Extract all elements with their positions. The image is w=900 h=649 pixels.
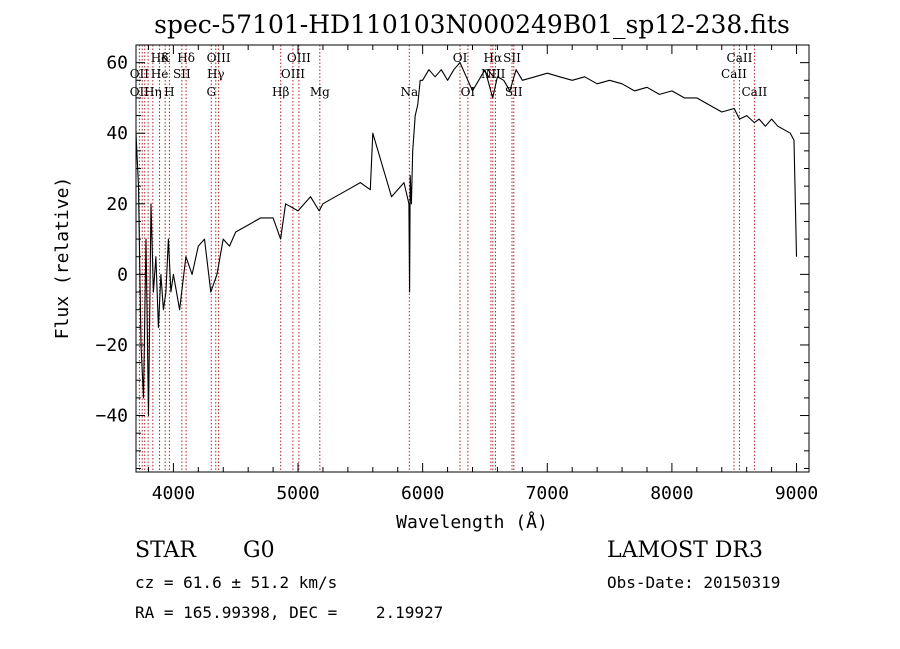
spectral-line-label: OII <box>130 85 150 99</box>
y-tick-label: 60 <box>106 53 128 74</box>
spectral-line-label: Hη <box>144 85 162 99</box>
spectral-line-label: Mg <box>310 85 330 99</box>
y-tick-label: 40 <box>106 123 128 144</box>
x-tick-label: 5000 <box>276 483 319 504</box>
spectral-line-label: Na <box>400 85 418 99</box>
y-tick-label: −40 <box>95 406 128 427</box>
spectral-line-label: OIII <box>281 67 305 81</box>
subclass: G0 <box>243 538 275 563</box>
x-tick-label: 9000 <box>775 483 818 504</box>
spectral-line-label: OIII <box>287 51 311 65</box>
spectral-line-label: CaII <box>727 51 753 65</box>
axis-ticks: 4000 5000 6000 7000 8000 9000 −40 −20 0 20 40 60 <box>95 44 818 504</box>
spectrum-line <box>135 62 798 417</box>
spectral-line-label: SII <box>505 85 523 99</box>
spectral-line-label: Hγ <box>207 67 225 81</box>
spectral-line-label: NII <box>485 67 505 81</box>
spectral-line-label: He <box>151 67 169 81</box>
y-axis-label: Flux (relative) <box>52 177 73 340</box>
y-tick-label: −20 <box>95 335 128 356</box>
y-tick-label: 20 <box>106 194 128 215</box>
spectral-line-label: Hβ <box>272 85 289 99</box>
obs-date: Obs-Date: 20150319 <box>607 573 781 592</box>
spectral-line-label: K <box>161 51 171 65</box>
spectral-line-label: Hδ <box>177 51 195 65</box>
spectral-line-label: OII <box>130 67 150 81</box>
spectral-line-label: OI <box>453 51 468 65</box>
coordinates: RA = 165.99398, DEC = 2.19927 <box>135 603 444 622</box>
redshift-velocity: cz = 61.6 ± 51.2 km/s <box>135 573 338 592</box>
spectral-line-label: SII <box>173 67 191 81</box>
spectral-line-label: NII <box>481 67 501 81</box>
y-tick-label: 0 <box>117 264 128 285</box>
x-axis-label: Wavelength (Å) <box>396 511 548 533</box>
object-class: STAR <box>135 538 196 563</box>
x-tick-label: 7000 <box>526 483 569 504</box>
x-tick-label: 6000 <box>401 483 444 504</box>
line-markers <box>138 45 755 472</box>
survey-name: LAMOST DR3 <box>607 538 763 563</box>
spectral-line-label: CaII <box>741 85 767 99</box>
spectrum-series <box>135 62 798 417</box>
chart-title: spec-57101-HD110103N000249B01_sp12-238.f… <box>154 10 790 39</box>
spectral-line-label: G <box>206 85 216 99</box>
spectral-line-label: Hδ <box>151 51 169 65</box>
spectral-line-label: SII <box>503 51 521 65</box>
plot-frame <box>135 44 810 473</box>
x-tick-label: 8000 <box>650 483 693 504</box>
x-tick-label: 4000 <box>152 483 195 504</box>
spectral-line-label: OIII <box>207 51 231 65</box>
spectral-line-label: CaII <box>721 67 747 81</box>
spectral-line-label: H <box>164 85 174 99</box>
spectral-line-label: OI <box>461 85 476 99</box>
spectral-line-label: Hα <box>484 51 503 65</box>
